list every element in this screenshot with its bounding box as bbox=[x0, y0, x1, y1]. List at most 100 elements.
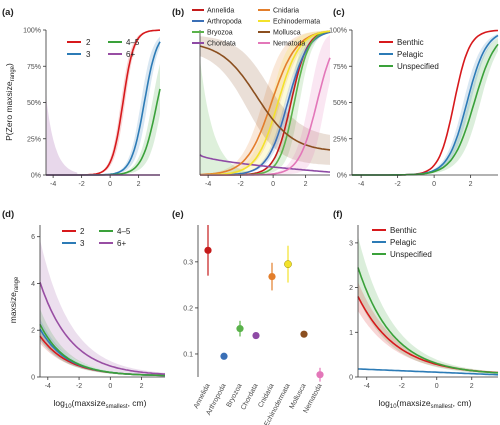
legend-b: Annelida Arthropoda Bryozoa Chordata Cni… bbox=[192, 8, 320, 48]
axes-c: -4 -2 0 2 0% 25% 50% 75% 100% bbox=[329, 28, 498, 188]
x-tick-label: 0 bbox=[432, 181, 436, 188]
confidence-band-6plus bbox=[46, 95, 78, 175]
confidence-band-bryozoa bbox=[200, 30, 330, 176]
legend-label-echinodermata: Echinodermata bbox=[273, 19, 320, 26]
axes-b: -4 -2 0 2 bbox=[199, 30, 330, 188]
x-tick-label: 2 bbox=[304, 181, 308, 188]
series-line-chordata bbox=[199, 154, 331, 173]
legend-label-4-5: 4–5 bbox=[117, 227, 131, 236]
y-tick-label: 75% bbox=[333, 64, 347, 71]
axes-f: -4 -2 0 2 0 1 2 3 bbox=[349, 225, 498, 390]
axes-d: -4 -2 0 2 0 2 4 6 bbox=[31, 225, 165, 390]
plot-b-area bbox=[199, 30, 331, 176]
panel-f: (f) -4 -2 0 2 0 1 2 3 log10(maxsizesmallest, cm… bbox=[333, 209, 499, 410]
series-line-pelagic bbox=[358, 368, 499, 376]
x-tick-label: 0 bbox=[435, 383, 439, 390]
y-tick-label: 1 bbox=[349, 330, 353, 337]
x-tick-label: 0 bbox=[108, 383, 112, 390]
y-tick-label: 6 bbox=[31, 234, 35, 241]
confidence-band-mollusca bbox=[200, 36, 330, 165]
point-arthropoda bbox=[220, 352, 228, 360]
legend-label-3: 3 bbox=[80, 239, 85, 248]
x-tick-label: -4 bbox=[205, 181, 211, 188]
y-tick-label: 25% bbox=[333, 136, 347, 143]
series-line-echinodermata bbox=[200, 30, 331, 176]
x-axis-title-f: log10(maxsizesmallest, cm) bbox=[379, 398, 472, 410]
plot-d-area bbox=[39, 239, 166, 377]
legend-label-2: 2 bbox=[86, 38, 91, 47]
legend-label-chordata: Chordata bbox=[207, 41, 236, 48]
y-tick-label: 50% bbox=[27, 100, 41, 107]
y-tick-label: 0 bbox=[349, 375, 353, 382]
confidence-band-bryozoa-tail bbox=[200, 59, 249, 175]
panel-label-c: (c) bbox=[333, 7, 345, 18]
series-line-mollusca bbox=[199, 45, 331, 151]
y-tick-label: 0.3 bbox=[183, 259, 193, 266]
panel-d: (d) -4 -2 0 2 0 2 4 6 maxsizerange log10(maxsiz… bbox=[2, 209, 166, 410]
y-tick-label: 0% bbox=[337, 173, 347, 180]
confidence-band-echinodermata bbox=[200, 30, 330, 176]
series-line-cnidaria bbox=[200, 30, 331, 176]
x-tick-label: -4 bbox=[45, 383, 51, 390]
panel-label-b: (b) bbox=[172, 7, 184, 18]
x-tick-label: 2 bbox=[470, 383, 474, 390]
panel-a: (a) -4 -2 0 2 0% 25% 50% 75% 100% P(Zero maxsize… bbox=[2, 7, 161, 188]
plot-f-area bbox=[357, 236, 499, 376]
legend-label-nematoda: Nematoda bbox=[273, 41, 305, 48]
x-tick-label: -2 bbox=[79, 181, 85, 188]
confidence-band-cnidaria bbox=[200, 30, 330, 175]
point-nematoda bbox=[316, 371, 324, 379]
x-tick-label: 0 bbox=[108, 181, 112, 188]
legend-label-benthic: Benthic bbox=[390, 226, 417, 235]
plot-c-area bbox=[352, 29, 499, 176]
y-tick-label: 25% bbox=[27, 136, 41, 143]
axes-e: AnnelidaArthropodaBryozoaChordataCnidari… bbox=[183, 225, 324, 425]
panel-label-e: (e) bbox=[172, 209, 184, 220]
legend-label-cnidaria: Cnidaria bbox=[273, 8, 299, 15]
y-axis-title-a: P(Zero maxsizerange) bbox=[4, 63, 16, 141]
legend-label-pelagic: Pelagic bbox=[397, 50, 423, 59]
legend-label-benthic: Benthic bbox=[397, 38, 424, 47]
panel-b: (b) -4 -2 0 2 Annelida Arthropoda Bryozoa C… bbox=[172, 7, 331, 188]
legend-label-unspecified: Unspecified bbox=[397, 62, 439, 71]
x-tick-label: -2 bbox=[395, 181, 401, 188]
x-tick-label: 2 bbox=[137, 181, 141, 188]
series-line-6- bbox=[39, 282, 166, 375]
y-tick-label: 4 bbox=[31, 281, 35, 288]
legend-a: 2 3 4–5 6+ bbox=[67, 38, 140, 59]
y-tick-label: 100% bbox=[329, 28, 347, 35]
legend-c: Benthic Pelagic Unspecified bbox=[379, 38, 439, 71]
panel-c: (c) -4 -2 0 2 0% 25% 50% 75% 100% Benthic Pelagi… bbox=[329, 7, 499, 188]
legend-label-unspecified: Unspecified bbox=[390, 250, 432, 259]
x-tick-label: -4 bbox=[358, 181, 364, 188]
confidence-band-2 bbox=[40, 328, 165, 376]
panel-label-d: (d) bbox=[2, 209, 14, 220]
series-line-unspecified bbox=[357, 267, 499, 374]
legend-label-3: 3 bbox=[86, 50, 91, 59]
plot-a-area bbox=[46, 29, 161, 176]
y-axis-title-d: maxsizerange bbox=[8, 276, 20, 323]
legend-f: Benthic Pelagic Unspecified bbox=[372, 226, 432, 259]
y-tick-label: 0% bbox=[31, 173, 41, 180]
legend-d: 2 3 4–5 6+ bbox=[62, 227, 131, 248]
legend-label-bryozoa: Bryozoa bbox=[207, 30, 233, 37]
panel-e: (e) AnnelidaArthropodaBryozoaChordataCni… bbox=[172, 209, 324, 425]
point-chordata bbox=[252, 331, 260, 340]
legend-label-2: 2 bbox=[80, 227, 85, 236]
point-cnidaria bbox=[268, 272, 276, 281]
x-tick-label: 2 bbox=[469, 181, 473, 188]
legend-label-6plus: 6+ bbox=[117, 239, 126, 248]
panel-label-f: (f) bbox=[333, 209, 343, 220]
point-annelida bbox=[204, 246, 212, 254]
legend-label-annelida: Annelida bbox=[207, 8, 234, 15]
legend-label-4-5: 4–5 bbox=[126, 38, 140, 47]
point-mollusca bbox=[300, 330, 308, 338]
point-bryozoa bbox=[236, 325, 244, 333]
legend-label-arthropoda: Arthropoda bbox=[207, 19, 242, 26]
confidence-band-arthropoda bbox=[200, 31, 330, 176]
x-tick-label: 2 bbox=[140, 383, 144, 390]
confidence-band-4-5 bbox=[40, 308, 165, 376]
legend-label-mollusca: Mollusca bbox=[273, 30, 301, 37]
panel-label-a: (a) bbox=[2, 7, 14, 18]
